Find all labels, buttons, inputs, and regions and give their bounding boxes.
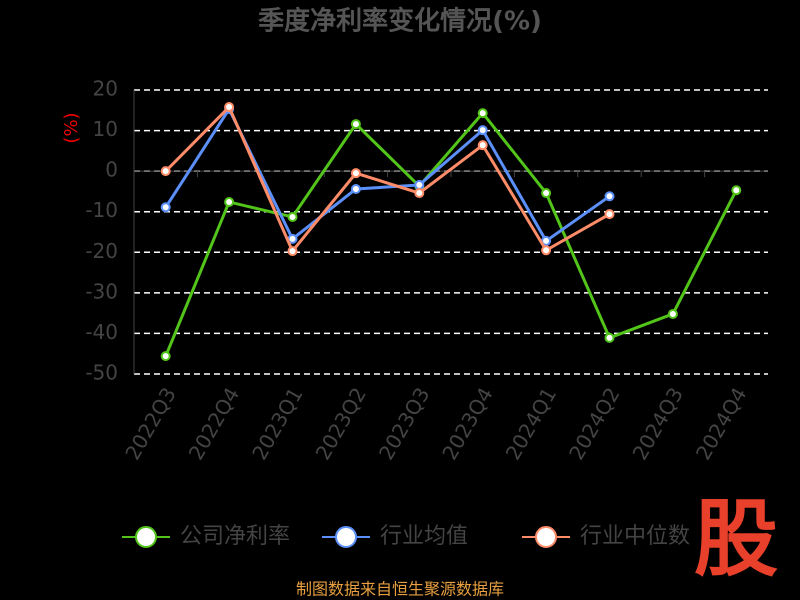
y-tick-label: -50 (85, 361, 118, 385)
legend-label: 行业中位数 (580, 524, 690, 549)
x-tick-label: 2023Q4 (437, 383, 497, 464)
logo: 股 (694, 490, 778, 588)
chart-title: 季度净利率变化情况(%) (258, 6, 542, 37)
point (287, 246, 298, 257)
point (287, 211, 298, 222)
point (477, 125, 488, 136)
point (350, 168, 361, 179)
y-axis-label: (%) (61, 112, 82, 143)
point (414, 179, 425, 190)
y-tick-label: -40 (85, 320, 118, 344)
x-tick-label: 2023Q2 (311, 383, 371, 464)
point (477, 108, 488, 119)
x-tick-label: 2023Q3 (374, 383, 434, 464)
x-tick-label: 2022Q4 (184, 383, 244, 464)
y-tick-label: -20 (85, 239, 118, 263)
point (604, 191, 615, 202)
legend-marker (535, 526, 557, 548)
legend-marker (135, 526, 157, 548)
point (414, 188, 425, 199)
x-tick-label: 2024Q3 (628, 383, 688, 464)
point (604, 209, 615, 220)
point (160, 166, 171, 177)
legend-label: 公司净利率 (180, 524, 290, 549)
point (604, 332, 615, 343)
x-tick-label: 2024Q2 (564, 383, 624, 464)
x-tick-label: 2022Q3 (120, 383, 180, 464)
point (477, 140, 488, 151)
y-tick-label: 10 (93, 117, 118, 141)
x-tick-label: 2024Q1 (501, 383, 561, 464)
point (731, 185, 742, 196)
point (224, 196, 235, 207)
point (667, 308, 678, 319)
y-tick-label: 0 (105, 158, 118, 182)
point (541, 188, 552, 199)
source: 制图数据来自恒生聚源数据库 (296, 580, 504, 599)
y-tick-label: -10 (85, 198, 118, 222)
point (224, 102, 235, 113)
point (160, 351, 171, 362)
line (164, 110, 738, 357)
line (164, 104, 611, 254)
x-tick-label: 2023Q1 (247, 383, 307, 464)
legend-label: 行业均值 (380, 524, 468, 549)
point (350, 119, 361, 130)
point (541, 245, 552, 256)
point (160, 202, 171, 213)
point (350, 183, 361, 194)
y-tick-label: 20 (93, 77, 118, 101)
y-tick-label: -30 (85, 279, 118, 303)
x-tick-label: 2024Q4 (691, 383, 751, 464)
legend-marker (335, 526, 357, 548)
